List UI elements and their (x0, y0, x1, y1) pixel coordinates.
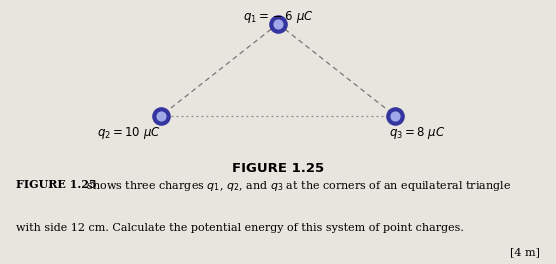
Text: [4 m]: [4 m] (509, 247, 539, 257)
Point (156, 114, 165, 118)
Text: with side 12 cm. Calculate the potential energy of this system of point charges.: with side 12 cm. Calculate the potential… (17, 223, 464, 233)
Point (274, 22, 282, 26)
Text: $q_3 = 8\ \mu C$: $q_3 = 8\ \mu C$ (389, 125, 445, 141)
Point (391, 114, 400, 118)
Point (156, 114, 165, 118)
Text: $q_1 = -6\ \mu C$: $q_1 = -6\ \mu C$ (242, 9, 314, 25)
Text: FIGURE 1.25: FIGURE 1.25 (17, 180, 97, 190)
Point (391, 114, 400, 118)
Text: $q_2 = 10\ \mu C$: $q_2 = 10\ \mu C$ (97, 125, 161, 141)
Point (274, 22, 282, 26)
Text: FIGURE 1.25: FIGURE 1.25 (232, 162, 324, 175)
Text: shows three charges $q_1$, $q_2$, and $q_3$ at the corners of an equilateral tri: shows three charges $q_1$, $q_2$, and $q… (83, 180, 511, 194)
